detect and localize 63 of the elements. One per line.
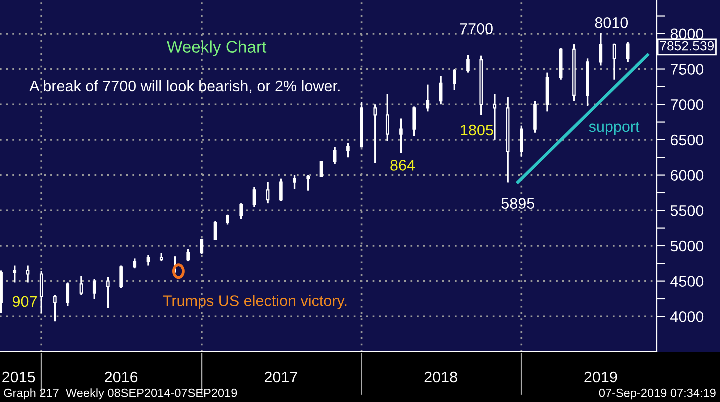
candlestick [146, 254, 150, 267]
y-tick-label: 5500 [670, 206, 704, 216]
candlestick [133, 258, 137, 270]
candlestick [40, 270, 44, 314]
candlestick [26, 264, 30, 284]
candlestick [306, 174, 310, 192]
candlestick [612, 42, 616, 81]
y-tick-label: 8000 [670, 28, 704, 40]
annotation: 7700 [460, 23, 493, 34]
candlestick [106, 276, 110, 310]
candlestick [92, 278, 96, 300]
candlestick [426, 84, 430, 113]
annotation: 8010 [595, 17, 628, 28]
y-tick-label: 5000 [670, 240, 704, 252]
y-tick-label: 4000 [670, 312, 704, 322]
y-tick-label: 6500 [670, 134, 704, 146]
y-tick-label: 7500 [670, 64, 704, 75]
candlestick [13, 264, 17, 284]
x-tick-label: 2016 [105, 372, 138, 383]
y-tick-label: 7000 [670, 99, 704, 110]
text: 07-Sep-2019 07:34:19 [599, 388, 716, 400]
x-tick-label: 2017 [264, 372, 298, 383]
candlestick [374, 104, 378, 164]
annotation: 864 [390, 160, 416, 171]
candlestick [80, 276, 84, 296]
annotation: Trumps US election victory. [163, 295, 347, 310]
annotation: 5895 [502, 198, 535, 210]
candlestick [333, 146, 337, 165]
candlestick [120, 264, 123, 290]
caption: Graph 217 Weekly 08SEP2014-07SEP2019 [4, 388, 238, 400]
candlestick [293, 174, 296, 190]
candlestick [493, 93, 497, 141]
candlestick [412, 106, 416, 138]
candlestick [452, 68, 456, 92]
candlestick [200, 238, 204, 256]
candlestick [266, 182, 270, 204]
candlestick [240, 202, 243, 220]
candlestick [626, 42, 630, 64]
candlestick [439, 76, 443, 106]
candlestick [520, 124, 524, 158]
candlestick [346, 142, 350, 158]
annotation: 7852.539 [660, 41, 714, 51]
candlestick [66, 282, 70, 307]
x-tick-label: 2019 [584, 372, 618, 383]
candlestick [400, 118, 403, 154]
x-tick-label: 2018 [424, 372, 458, 383]
candlestick [280, 178, 283, 202]
text: Weekly Chart [167, 40, 267, 56]
candlestick [599, 32, 603, 67]
annotation: 1805 [461, 124, 494, 136]
candlestick [386, 93, 390, 142]
y-tick-label: 6000 [670, 170, 704, 181]
candlestick [252, 186, 256, 208]
y-tick-label: 4500 [670, 276, 704, 288]
candlestick [186, 248, 190, 262]
annotation: 907 [12, 296, 37, 308]
candlestick [214, 220, 218, 242]
candlestick [54, 294, 57, 322]
x-tick-label: 2015 [2, 372, 36, 383]
candlestick [320, 160, 324, 178]
annotation: support [589, 122, 640, 136]
annotation: A break of 7700 will look bearish, or 2% lower. [30, 80, 340, 94]
candlestick [466, 54, 470, 74]
